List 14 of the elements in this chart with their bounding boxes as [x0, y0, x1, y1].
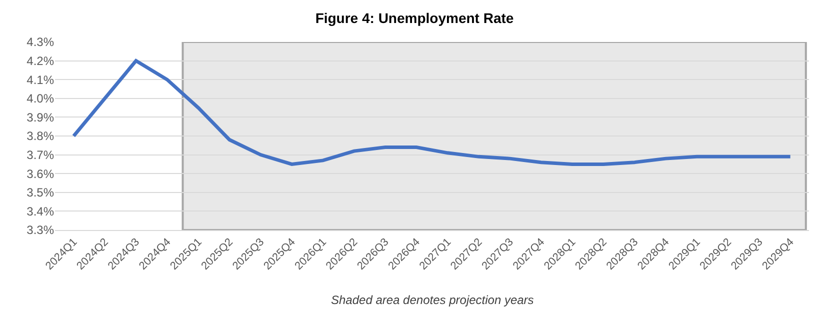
y-tick-label: 3.9%: [26, 110, 54, 124]
line-series: [72, 59, 792, 166]
text: Shaded area denotes projection years: [331, 293, 534, 307]
y-tick-label: 3.7%: [26, 148, 54, 162]
y-tick-label: 3.4%: [26, 204, 54, 218]
y-tick-label: 4.1%: [26, 72, 54, 87]
y-tick-label: 3.6%: [26, 166, 54, 181]
y-tick-label: 3.8%: [26, 129, 54, 144]
y-tick-label: 4.3%: [26, 35, 54, 50]
y-tick-label: 4.0%: [26, 92, 54, 106]
y-tick-label: 3.3%: [26, 223, 54, 238]
chart-title: Figure 4: Unemployment Rate: [315, 10, 514, 26]
y-tick-label: 3.5%: [26, 186, 54, 200]
y-tick-label: 4.2%: [26, 54, 54, 68]
